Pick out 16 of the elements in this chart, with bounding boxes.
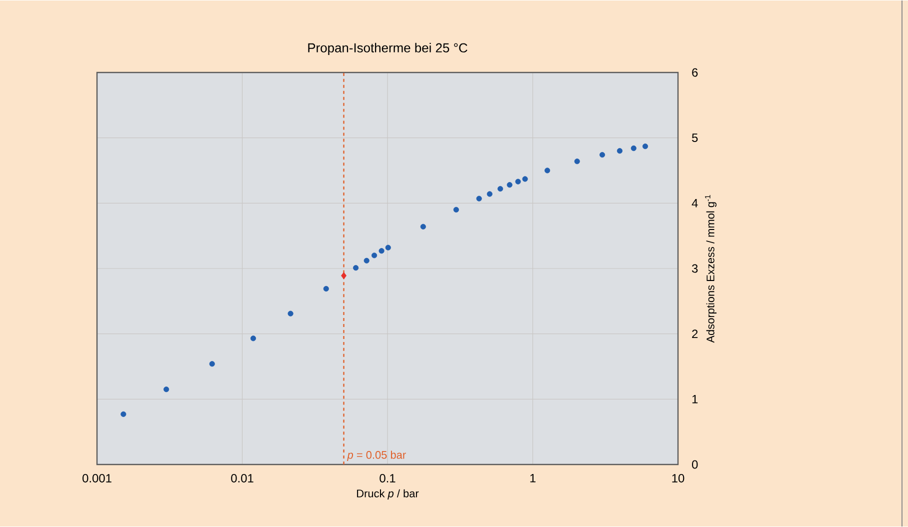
- y-tick-label: 2: [692, 330, 698, 338]
- x-tick-label: 0.1: [380, 474, 396, 482]
- y-tick-label: 3: [692, 264, 698, 273]
- x-axis-title: Druck p / bar: [357, 489, 419, 500]
- y-tick-label: 1: [692, 395, 698, 404]
- chart-title: Propan-Isotherme bei 25 °C: [308, 42, 468, 55]
- y-tick-label: 5: [692, 134, 698, 142]
- x-tick-label: 10: [672, 474, 684, 482]
- y-tick-label: 4: [692, 199, 698, 208]
- y-tick-label: 6: [692, 68, 698, 77]
- ref-line-label: p = 0.05 bar: [347, 450, 406, 461]
- y-axis-title: Adsorptions Exzess / mmol g$^{-1}$: [705, 195, 717, 343]
- x-tick-label: 1: [530, 474, 536, 482]
- x-tick-label: 0.01: [231, 474, 254, 482]
- y-tick-label: 0: [692, 460, 698, 469]
- x-tick-label: 0.001: [82, 474, 112, 482]
